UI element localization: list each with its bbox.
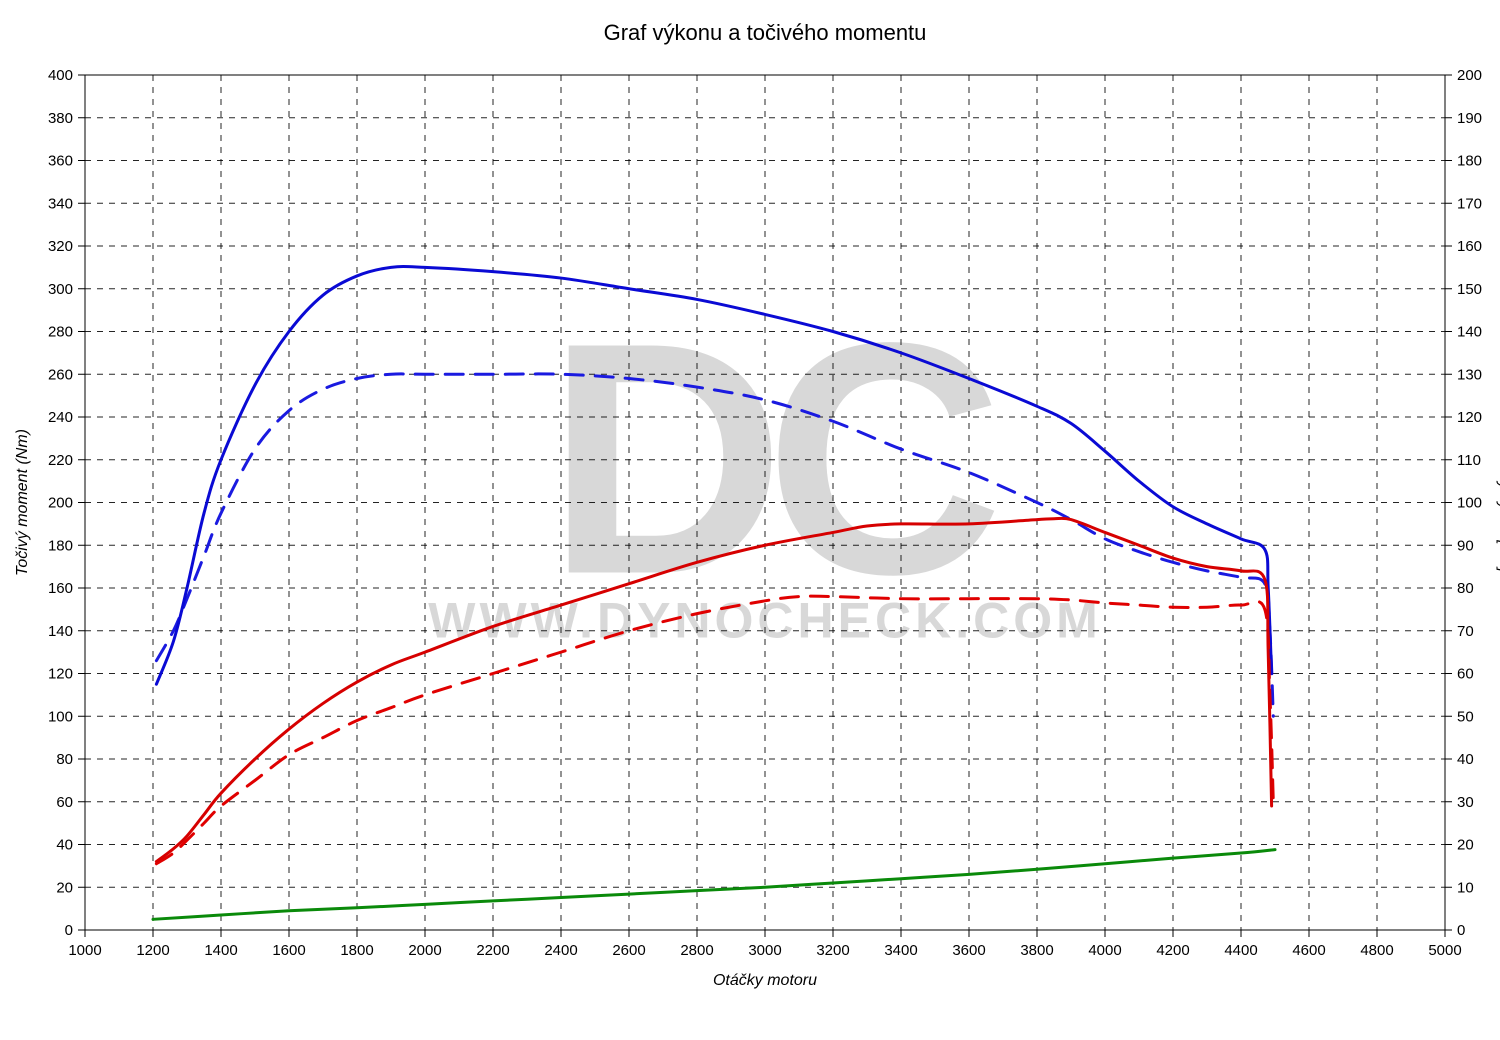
y-left-axis-label: Točivý moment (Nm) (14, 429, 31, 576)
svg-text:360: 360 (48, 153, 73, 170)
svg-text:220: 220 (48, 452, 73, 469)
svg-text:1000: 1000 (68, 942, 101, 959)
svg-text:0: 0 (65, 922, 73, 939)
svg-text:200: 200 (48, 495, 73, 512)
svg-text:190: 190 (1457, 110, 1482, 127)
svg-text:240: 240 (48, 409, 73, 426)
svg-text:2600: 2600 (612, 942, 645, 959)
svg-text:4800: 4800 (1360, 942, 1393, 959)
svg-text:20: 20 (1457, 837, 1474, 854)
svg-text:40: 40 (1457, 751, 1474, 768)
svg-text:120: 120 (48, 666, 73, 683)
svg-text:320: 320 (48, 238, 73, 255)
svg-text:170: 170 (1457, 195, 1482, 212)
svg-text:10: 10 (1457, 879, 1474, 896)
svg-text:3400: 3400 (884, 942, 917, 959)
svg-text:180: 180 (48, 537, 73, 554)
svg-text:50: 50 (1457, 708, 1474, 725)
svg-text:260: 260 (48, 366, 73, 383)
svg-text:160: 160 (48, 580, 73, 597)
svg-text:160: 160 (1457, 238, 1482, 255)
svg-text:2000: 2000 (408, 942, 441, 959)
svg-text:100: 100 (1457, 495, 1482, 512)
svg-text:40: 40 (56, 837, 73, 854)
svg-text:80: 80 (56, 751, 73, 768)
svg-text:200: 200 (1457, 67, 1482, 84)
svg-text:20: 20 (56, 879, 73, 896)
svg-text:150: 150 (1457, 281, 1482, 298)
svg-text:300: 300 (48, 281, 73, 298)
svg-text:90: 90 (1457, 537, 1474, 554)
svg-text:2200: 2200 (476, 942, 509, 959)
svg-text:60: 60 (56, 794, 73, 811)
svg-text:400: 400 (48, 67, 73, 84)
svg-text:380: 380 (48, 110, 73, 127)
svg-text:5000: 5000 (1428, 942, 1461, 959)
svg-text:140: 140 (48, 623, 73, 640)
svg-text:0: 0 (1457, 922, 1465, 939)
svg-text:280: 280 (48, 324, 73, 341)
svg-text:4200: 4200 (1156, 942, 1189, 959)
chart-title: Graf výkonu a točivého momentu (604, 20, 927, 45)
svg-text:3000: 3000 (748, 942, 781, 959)
svg-text:1600: 1600 (272, 942, 305, 959)
svg-text:4400: 4400 (1224, 942, 1257, 959)
svg-text:130: 130 (1457, 366, 1482, 383)
svg-text:80: 80 (1457, 580, 1474, 597)
svg-text:180: 180 (1457, 153, 1482, 170)
svg-text:4000: 4000 (1088, 942, 1121, 959)
svg-text:60: 60 (1457, 666, 1474, 683)
svg-text:3200: 3200 (816, 942, 849, 959)
x-axis-label: Otáčky motoru (713, 972, 817, 989)
svg-text:140: 140 (1457, 324, 1482, 341)
svg-text:4600: 4600 (1292, 942, 1325, 959)
svg-text:1200: 1200 (136, 942, 169, 959)
svg-text:110: 110 (1457, 452, 1481, 469)
y-right-axis-label: Celkový výkon [kW] (1496, 433, 1500, 573)
svg-text:3600: 3600 (952, 942, 985, 959)
svg-text:3800: 3800 (1020, 942, 1053, 959)
svg-text:1400: 1400 (204, 942, 237, 959)
svg-text:100: 100 (48, 708, 73, 725)
svg-text:1800: 1800 (340, 942, 373, 959)
svg-text:120: 120 (1457, 409, 1482, 426)
svg-text:340: 340 (48, 195, 73, 212)
svg-text:2400: 2400 (544, 942, 577, 959)
svg-text:70: 70 (1457, 623, 1474, 640)
svg-text:2800: 2800 (680, 942, 713, 959)
svg-text:30: 30 (1457, 794, 1474, 811)
